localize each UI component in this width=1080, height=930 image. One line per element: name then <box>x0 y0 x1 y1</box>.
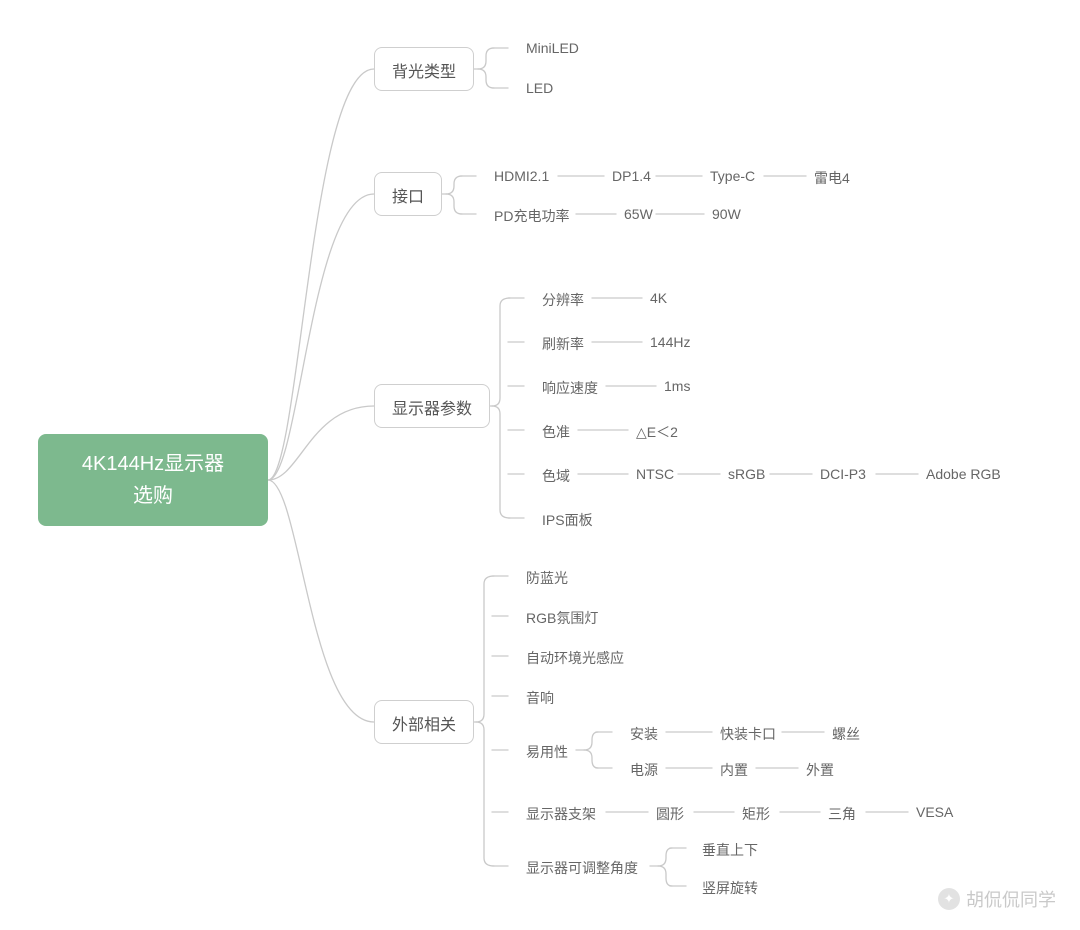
mindmap-leaf: 色域 <box>542 466 570 486</box>
mindmap-leaf: 自动环境光感应 <box>526 648 624 668</box>
mindmap-leaf: 快装卡口 <box>720 724 776 744</box>
mindmap-leaf: 内置 <box>720 760 748 780</box>
mindmap-leaf: 矩形 <box>742 804 770 824</box>
mindmap-leaf: Type-C <box>710 168 755 184</box>
mindmap-leaf: 65W <box>624 206 653 222</box>
mindmap-leaf: 分辨率 <box>542 290 584 310</box>
mindmap-leaf: △E＜2 <box>636 422 678 442</box>
mindmap-leaf: 4K <box>650 290 667 306</box>
mindmap-leaf: 易用性 <box>526 742 568 762</box>
mindmap-leaf: DCI-P3 <box>820 466 866 482</box>
mindmap-leaf: 外置 <box>806 760 834 780</box>
mindmap-leaf: 电源 <box>630 760 658 780</box>
mindmap-leaf: HDMI2.1 <box>494 168 549 184</box>
mindmap-leaf: 响应速度 <box>542 378 598 398</box>
mindmap-leaf: 三角 <box>828 804 856 824</box>
mindmap-leaf: 圆形 <box>656 804 684 824</box>
mindmap-leaf: 显示器可调整角度 <box>526 858 638 878</box>
mindmap-root: 4K144Hz显示器选购 <box>38 434 268 526</box>
mindmap-leaf: NTSC <box>636 466 674 482</box>
mindmap-leaf: 色准 <box>542 422 570 442</box>
mindmap-branch: 外部相关 <box>374 700 474 744</box>
mindmap-leaf: MiniLED <box>526 40 579 56</box>
mindmap-branch: 背光类型 <box>374 47 474 91</box>
mindmap-leaf: RGB氛围灯 <box>526 608 598 628</box>
watermark: ✦ 胡侃侃同学 <box>938 886 1056 912</box>
mindmap-leaf: Adobe RGB <box>926 466 1001 482</box>
mindmap-branch: 显示器参数 <box>374 384 490 428</box>
mindmap-leaf: VESA <box>916 804 953 820</box>
mindmap-leaf: 防蓝光 <box>526 568 568 588</box>
mindmap-leaf: sRGB <box>728 466 765 482</box>
mindmap-leaf: 垂直上下 <box>702 840 758 860</box>
root-line2: 选购 <box>133 485 173 507</box>
mindmap-leaf: IPS面板 <box>542 510 593 530</box>
mindmap-leaf: 刷新率 <box>542 334 584 354</box>
root-line1: 4K144Hz显示器 <box>82 453 224 475</box>
mindmap-leaf: 竖屏旋转 <box>702 878 758 898</box>
mindmap-leaf: 90W <box>712 206 741 222</box>
watermark-icon: ✦ <box>938 888 960 910</box>
mindmap-branch: 接口 <box>374 172 442 216</box>
mindmap-leaf: 音响 <box>526 688 554 708</box>
mindmap-leaf: 螺丝 <box>832 724 860 744</box>
mindmap-leaf: 1ms <box>664 378 690 394</box>
mindmap-leaf: 安装 <box>630 724 658 744</box>
watermark-text: 胡侃侃同学 <box>966 886 1056 912</box>
mindmap-leaf: 雷电4 <box>814 168 850 188</box>
mindmap-leaf: 144Hz <box>650 334 690 350</box>
mindmap-leaf: PD充电功率 <box>494 206 569 226</box>
mindmap-leaf: LED <box>526 80 553 96</box>
mindmap-leaf: 显示器支架 <box>526 804 596 824</box>
mindmap-leaf: DP1.4 <box>612 168 651 184</box>
